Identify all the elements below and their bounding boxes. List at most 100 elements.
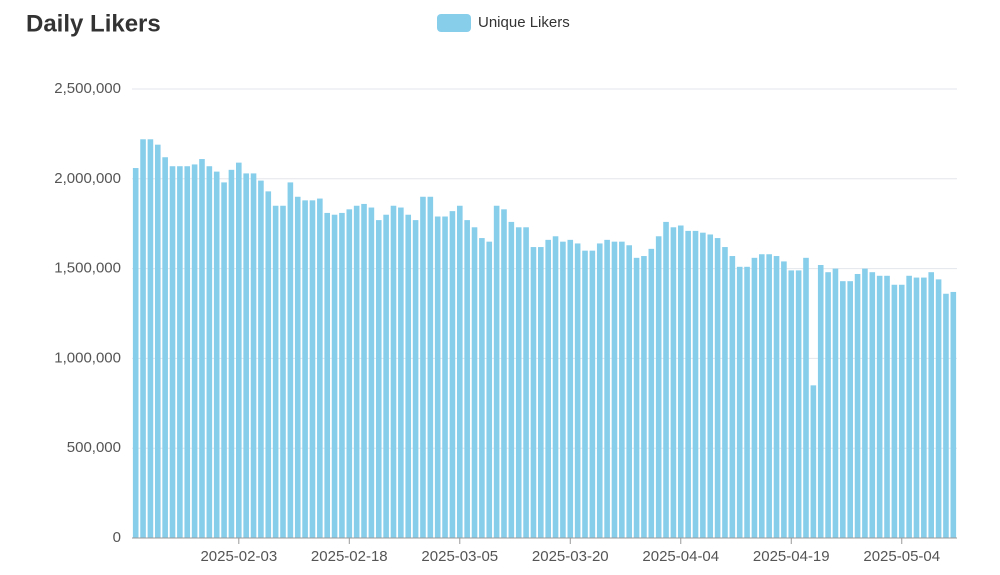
bar [596,243,603,538]
bar [184,166,191,538]
bar [294,196,301,538]
bar [361,203,367,538]
bar [810,385,817,538]
bar [604,239,610,538]
bar [574,243,581,538]
bar [898,284,905,538]
bar [324,212,330,538]
bar [250,173,257,539]
bar [177,166,183,538]
bar [199,159,205,538]
bar [191,164,198,538]
bar [891,284,898,538]
bar [169,166,176,538]
bar [729,256,736,538]
bar [317,198,323,538]
bar [832,268,839,538]
bar [906,275,912,538]
bar [434,216,441,539]
bar [132,168,139,539]
bar [626,245,633,538]
bar [309,200,316,539]
legend-swatch [437,14,471,32]
bar [655,236,662,538]
bar [405,214,412,538]
bar [847,281,853,538]
x-tick-label: 2025-03-20 [532,548,609,565]
bar [221,182,227,538]
y-tick-label: 1,000,000 [54,349,121,366]
x-tick-label: 2025-02-18 [311,548,388,565]
bar [685,230,691,538]
bar [456,205,463,539]
bar [486,241,493,538]
x-tick-label: 2025-04-04 [642,548,719,565]
bar [825,272,831,538]
bar [398,207,404,538]
bar [479,238,485,538]
bar [302,200,308,539]
bar [258,180,264,538]
bar [449,211,456,539]
bar [287,182,294,538]
bar [707,234,714,538]
bar [213,171,220,538]
bar [840,281,846,538]
bar [781,261,787,538]
bar [869,272,876,538]
y-tick-label: 1,500,000 [54,260,121,277]
bar [538,247,544,538]
bar [670,227,677,539]
bar [611,241,618,538]
bar [744,266,750,538]
bar [442,216,448,539]
y-tick-label: 2,000,000 [54,170,121,187]
y-tick-label: 0 [113,529,121,546]
bar [560,241,566,538]
y-tick-label: 2,500,000 [54,80,121,97]
x-tick-label: 2025-02-03 [200,548,277,565]
bar [663,221,669,539]
bar [722,247,728,538]
bar [700,232,706,538]
bar [795,270,802,538]
bar [884,275,890,538]
y-tick-label: 500,000 [67,439,121,456]
bar [913,277,920,538]
bar [508,221,515,539]
chart-title: Daily Likers [26,10,161,37]
bar [759,254,765,538]
legend-label: Unique Likers [478,14,570,31]
bar [353,205,360,539]
bar [464,220,470,538]
bar [928,272,935,538]
bar [943,293,949,538]
bar [390,205,397,539]
bar [206,166,213,538]
bar [552,236,559,538]
bar [339,212,345,538]
bar [619,241,625,538]
bar [272,205,279,539]
bar [641,256,647,538]
bar [493,205,500,539]
bar [633,257,640,538]
x-tick-label: 2025-04-19 [753,548,830,565]
bar [788,270,795,538]
bar [383,214,389,538]
bar [471,227,478,539]
bar [582,250,588,538]
bar [501,209,507,538]
bar [162,157,168,539]
bar [427,196,434,538]
bar [773,256,780,538]
bar [677,225,684,538]
x-tick-label: 2025-03-05 [421,548,498,565]
bar [766,254,772,538]
bar [736,266,743,538]
bar [412,220,419,538]
bar [935,279,942,538]
bar [154,144,161,538]
bar [950,291,957,538]
bar [589,250,596,538]
